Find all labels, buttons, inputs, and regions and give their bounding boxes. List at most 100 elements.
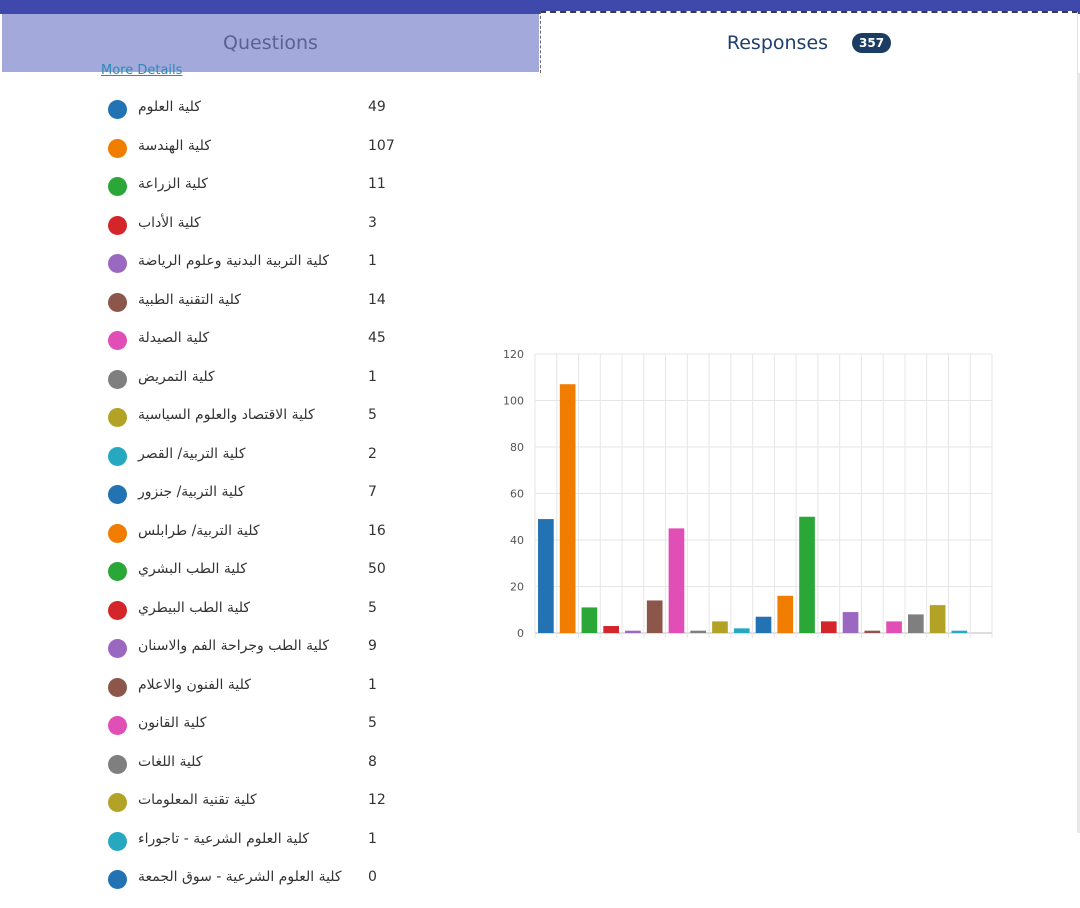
legend-count: 7 — [368, 484, 377, 500]
bar — [820, 621, 837, 633]
legend-count: 14 — [368, 291, 386, 308]
legend-count: 1 — [368, 830, 377, 847]
legend-item: كلية تقنية المعلومات 12 — [108, 791, 408, 815]
legend-count: 8 — [368, 753, 377, 770]
legend-label: كلية الهندسة — [138, 137, 211, 154]
y-tick-label: 20 — [510, 581, 524, 594]
legend-item: كلية الفنون والاعلام 1 — [108, 676, 408, 700]
y-tick-label: 60 — [510, 488, 524, 501]
legend-item: كلية التربية/ جنزور 7 — [108, 483, 408, 507]
bar — [668, 528, 685, 633]
bar — [646, 600, 663, 633]
bar — [603, 626, 620, 633]
legend-label: كلية الأداب — [138, 214, 201, 231]
legend-label: كلية العلوم — [138, 99, 201, 115]
scroll-edge — [1077, 73, 1080, 833]
legend-label: كلية التقنية الطبية — [138, 291, 241, 308]
legend-count: 45 — [368, 330, 386, 346]
legend-color-dot — [108, 754, 127, 774]
legend-count: 49 — [368, 99, 386, 115]
legend-color-dot — [108, 215, 127, 235]
y-tick-label: 120 — [503, 348, 524, 361]
legend-item: كلية العلوم الشرعية - تاجوراء 1 — [108, 830, 408, 854]
responses-count-badge: 357 — [852, 33, 892, 53]
legend-color-dot — [108, 870, 127, 889]
legend-label: كلية العلوم الشرعية - تاجوراء — [138, 830, 310, 847]
legend-count: 9 — [368, 638, 377, 654]
legend-item: كلية الزراعة 11 — [108, 175, 408, 199]
legend-count: 1 — [368, 253, 377, 269]
legend-label: كلية العلوم الشرعية - سوق الجمعة — [138, 869, 342, 885]
legend-item: كلية التقنية الطبية 14 — [108, 291, 408, 315]
legend-label: كلية التربية/ طرابلس — [138, 522, 260, 539]
legend-label: كلية الزراعة — [138, 176, 208, 192]
legend-color-dot — [108, 177, 127, 196]
legend-item: كلية الصيدلة 45 — [108, 329, 408, 353]
legend-count: 12 — [368, 792, 386, 808]
bar — [777, 595, 794, 633]
legend-item: كلية الاقتصاد والعلوم السياسية 5 — [108, 406, 408, 430]
legend-count: 1 — [368, 368, 377, 385]
legend-color-dot — [108, 716, 127, 735]
legend-color-dot — [108, 292, 127, 312]
bar — [755, 616, 772, 633]
tab-responses-label: Responses — [726, 32, 829, 54]
legend-item: كلية التربية/ طرابلس 16 — [108, 522, 408, 546]
legend-count: 50 — [368, 561, 386, 577]
legend-label: كلية التربية/ القصر — [138, 445, 246, 462]
bar — [799, 516, 815, 633]
legend-count: 0 — [368, 869, 377, 885]
more-details-link[interactable]: More Details — [101, 63, 183, 78]
legend-item: كلية اللغات 8 — [108, 753, 408, 777]
bar — [842, 612, 859, 633]
legend-label: كلية التربية/ جنزور — [138, 484, 245, 500]
legend-color-dot — [108, 793, 127, 812]
legend-label: كلية القانون — [138, 715, 207, 731]
bar — [864, 630, 881, 633]
legend-item: كلية الطب وجراحة الفم والاسنان 9 — [108, 637, 408, 661]
legend-color-dot — [108, 254, 127, 273]
bar — [886, 621, 902, 633]
tab-questions-label: Questions — [223, 32, 318, 54]
legend-label: كلية اللغات — [138, 753, 203, 770]
legend-count: 3 — [368, 214, 377, 231]
legend-color-dot — [108, 523, 127, 543]
legend-item: كلية القانون 5 — [108, 714, 408, 738]
tab-responses[interactable]: Responses 357 — [540, 11, 1078, 73]
bar — [951, 630, 968, 633]
bar — [581, 607, 598, 633]
legend-label: كلية التربية البدنية وعلوم الرياضة — [138, 253, 330, 269]
bar-chart: 0 20 40 60 80 100 120 — [503, 348, 993, 640]
bar — [929, 605, 946, 633]
legend-label: كلية تقنية المعلومات — [138, 792, 257, 808]
legend-color-dot — [108, 639, 127, 658]
legend-count: 5 — [368, 715, 377, 731]
y-tick-label: 100 — [503, 395, 524, 408]
legend-color-dot — [108, 485, 127, 504]
top-bar — [0, 0, 1080, 14]
legend-count: 5 — [368, 599, 377, 616]
bar — [907, 614, 924, 633]
legend-color-dot — [108, 331, 127, 350]
legend-item: كلية الطب البيطري 5 — [108, 599, 408, 623]
bar — [733, 628, 750, 633]
legend-label: كلية الفنون والاعلام — [138, 676, 251, 693]
legend-color-dot — [108, 600, 127, 620]
legend-count: 11 — [368, 176, 386, 192]
legend-label: كلية الاقتصاد والعلوم السياسية — [138, 407, 315, 423]
legend-label: كلية الطب وجراحة الفم والاسنان — [138, 638, 330, 654]
legend-count: 5 — [368, 407, 377, 423]
legend-color-dot — [108, 677, 127, 697]
y-tick-label: 40 — [510, 534, 524, 547]
y-tick-label: 80 — [510, 441, 524, 454]
legend-item: كلية العلوم 49 — [108, 98, 408, 122]
legend-item: كلية التمريض 1 — [108, 368, 408, 392]
legend-item: كلية العلوم الشرعية - سوق الجمعة 0 — [108, 868, 408, 892]
legend-item: كلية الهندسة 107 — [108, 137, 408, 161]
legend-item: كلية الطب البشري 50 — [108, 560, 408, 584]
legend-color-dot — [108, 138, 127, 158]
legend-label: كلية الطب البيطري — [138, 599, 251, 616]
legend-count: 2 — [368, 445, 377, 462]
tab-questions[interactable]: Questions — [2, 14, 539, 72]
legend-color-dot — [108, 408, 127, 427]
